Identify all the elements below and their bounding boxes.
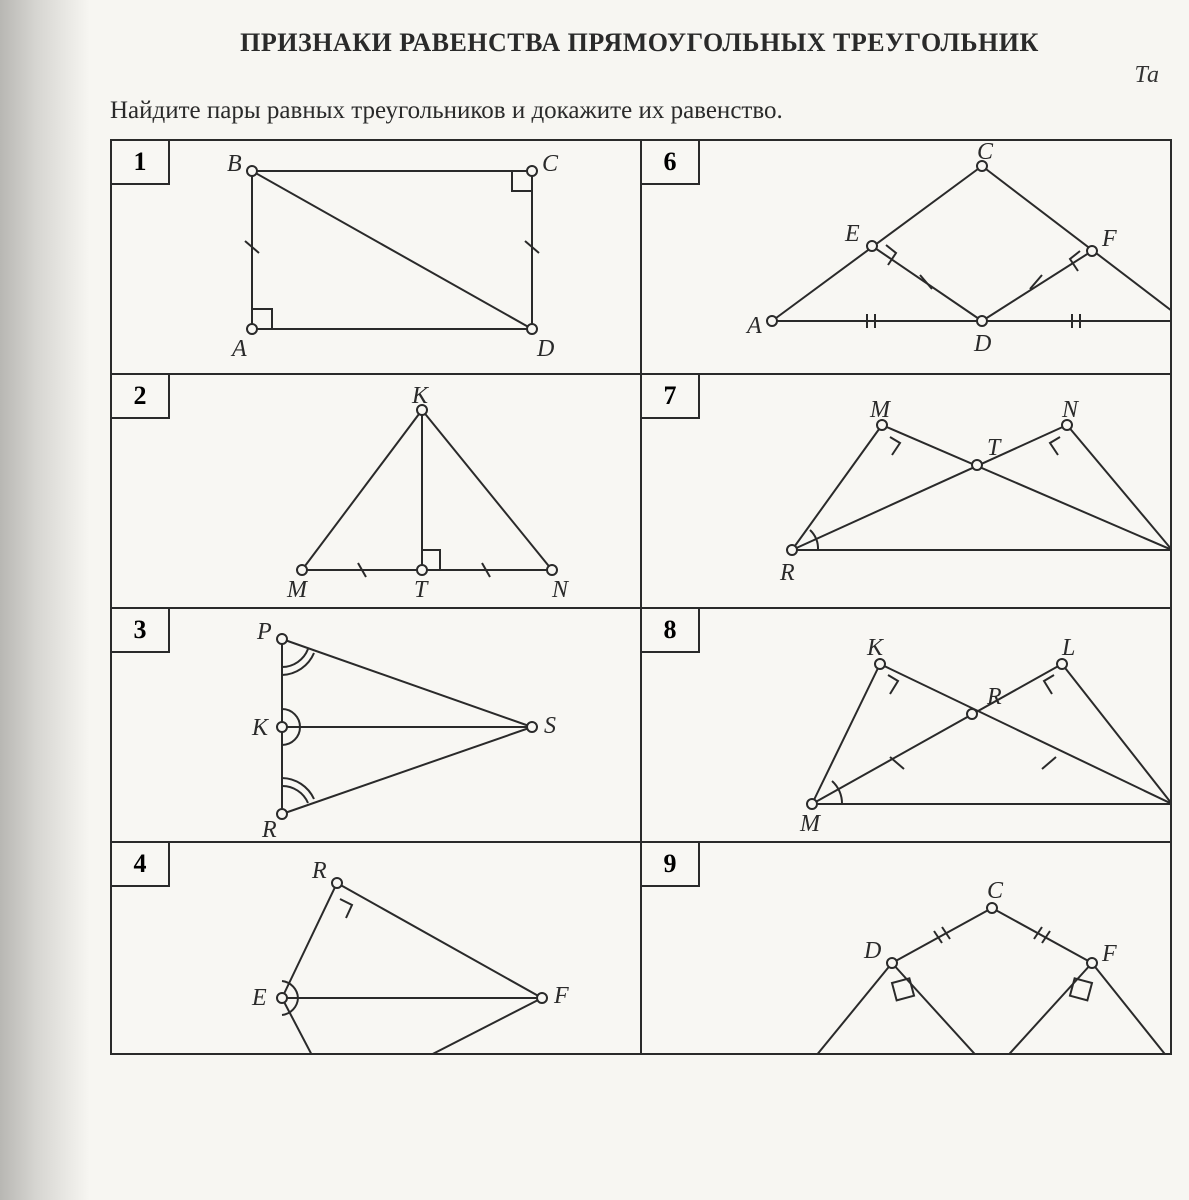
cell-number: 8 bbox=[642, 609, 700, 653]
label-M: M bbox=[286, 577, 309, 603]
label-E: E bbox=[844, 221, 860, 247]
label-S: S bbox=[544, 713, 556, 739]
instruction-text: Найдите пары равных треугольников и дока… bbox=[110, 97, 1169, 125]
label-A: A bbox=[745, 313, 762, 339]
figure-9: C D F bbox=[642, 843, 1172, 1053]
cell-number: 7 bbox=[642, 375, 700, 419]
label-B: B bbox=[227, 151, 242, 177]
label-M: M bbox=[869, 397, 892, 423]
figure-8: K L R M bbox=[642, 609, 1172, 841]
figure-3: P K S R bbox=[112, 609, 642, 841]
figure-2: K M T N bbox=[112, 375, 642, 607]
label-E: E bbox=[251, 985, 267, 1011]
scan-shadow bbox=[0, 0, 90, 1200]
figure-1: B C A D bbox=[112, 141, 642, 373]
label-N: N bbox=[1061, 397, 1080, 423]
label-T: T bbox=[414, 577, 429, 603]
figure-7: M N T R bbox=[642, 375, 1172, 607]
cell-1: 1 B C A bbox=[112, 141, 642, 375]
cell-number: 3 bbox=[112, 609, 170, 653]
label-A: A bbox=[230, 336, 247, 362]
label-F: F bbox=[553, 983, 569, 1009]
label-C: C bbox=[977, 141, 994, 165]
label-T: T bbox=[987, 435, 1002, 461]
cell-number: 4 bbox=[112, 843, 170, 887]
figure-4: R E F bbox=[112, 843, 642, 1053]
label-K: K bbox=[866, 635, 885, 661]
figure-6: C E F A D bbox=[642, 141, 1172, 373]
cell-number: 1 bbox=[112, 141, 170, 185]
cell-number: 2 bbox=[112, 375, 170, 419]
label-K: K bbox=[411, 383, 430, 409]
cell-3: 3 P K S R bbox=[112, 609, 642, 843]
cell-number: 6 bbox=[642, 141, 700, 185]
label-K: K bbox=[251, 715, 270, 741]
cell-8: 8 K L R bbox=[642, 609, 1172, 843]
cell-7: 7 M N T R bbox=[642, 375, 1172, 609]
label-D: D bbox=[973, 331, 991, 357]
label-L: L bbox=[1061, 635, 1075, 661]
label-F: F bbox=[1101, 226, 1117, 252]
label-R: R bbox=[261, 817, 277, 841]
label-R: R bbox=[986, 684, 1002, 710]
label-C: C bbox=[542, 151, 559, 177]
cell-2: 2 K M T N bbox=[112, 375, 642, 609]
cell-9: 9 C D F bbox=[642, 843, 1172, 1053]
label-R: R bbox=[311, 858, 327, 884]
page-title: ПРИЗНАКИ РАВЕНСТВА ПРЯМОУГОЛЬНЫХ ТРЕУГОЛ… bbox=[110, 28, 1169, 58]
cell-number: 9 bbox=[642, 843, 700, 887]
label-M: M bbox=[799, 811, 822, 837]
label-F: F bbox=[1101, 941, 1117, 967]
label-D: D bbox=[863, 938, 881, 964]
subtitle-right: Та bbox=[110, 62, 1159, 89]
cell-4: 4 R E F bbox=[112, 843, 642, 1053]
problems-grid: 1 B C A bbox=[110, 139, 1172, 1055]
label-N: N bbox=[551, 577, 570, 603]
label-C: C bbox=[987, 878, 1004, 904]
cell-6: 6 bbox=[642, 141, 1172, 375]
label-D: D bbox=[536, 336, 554, 362]
label-R: R bbox=[779, 560, 795, 586]
label-P: P bbox=[256, 619, 272, 645]
page: ПРИЗНАКИ РАВЕНСТВА ПРЯМОУГОЛЬНЫХ ТРЕУГОЛ… bbox=[0, 0, 1189, 1200]
